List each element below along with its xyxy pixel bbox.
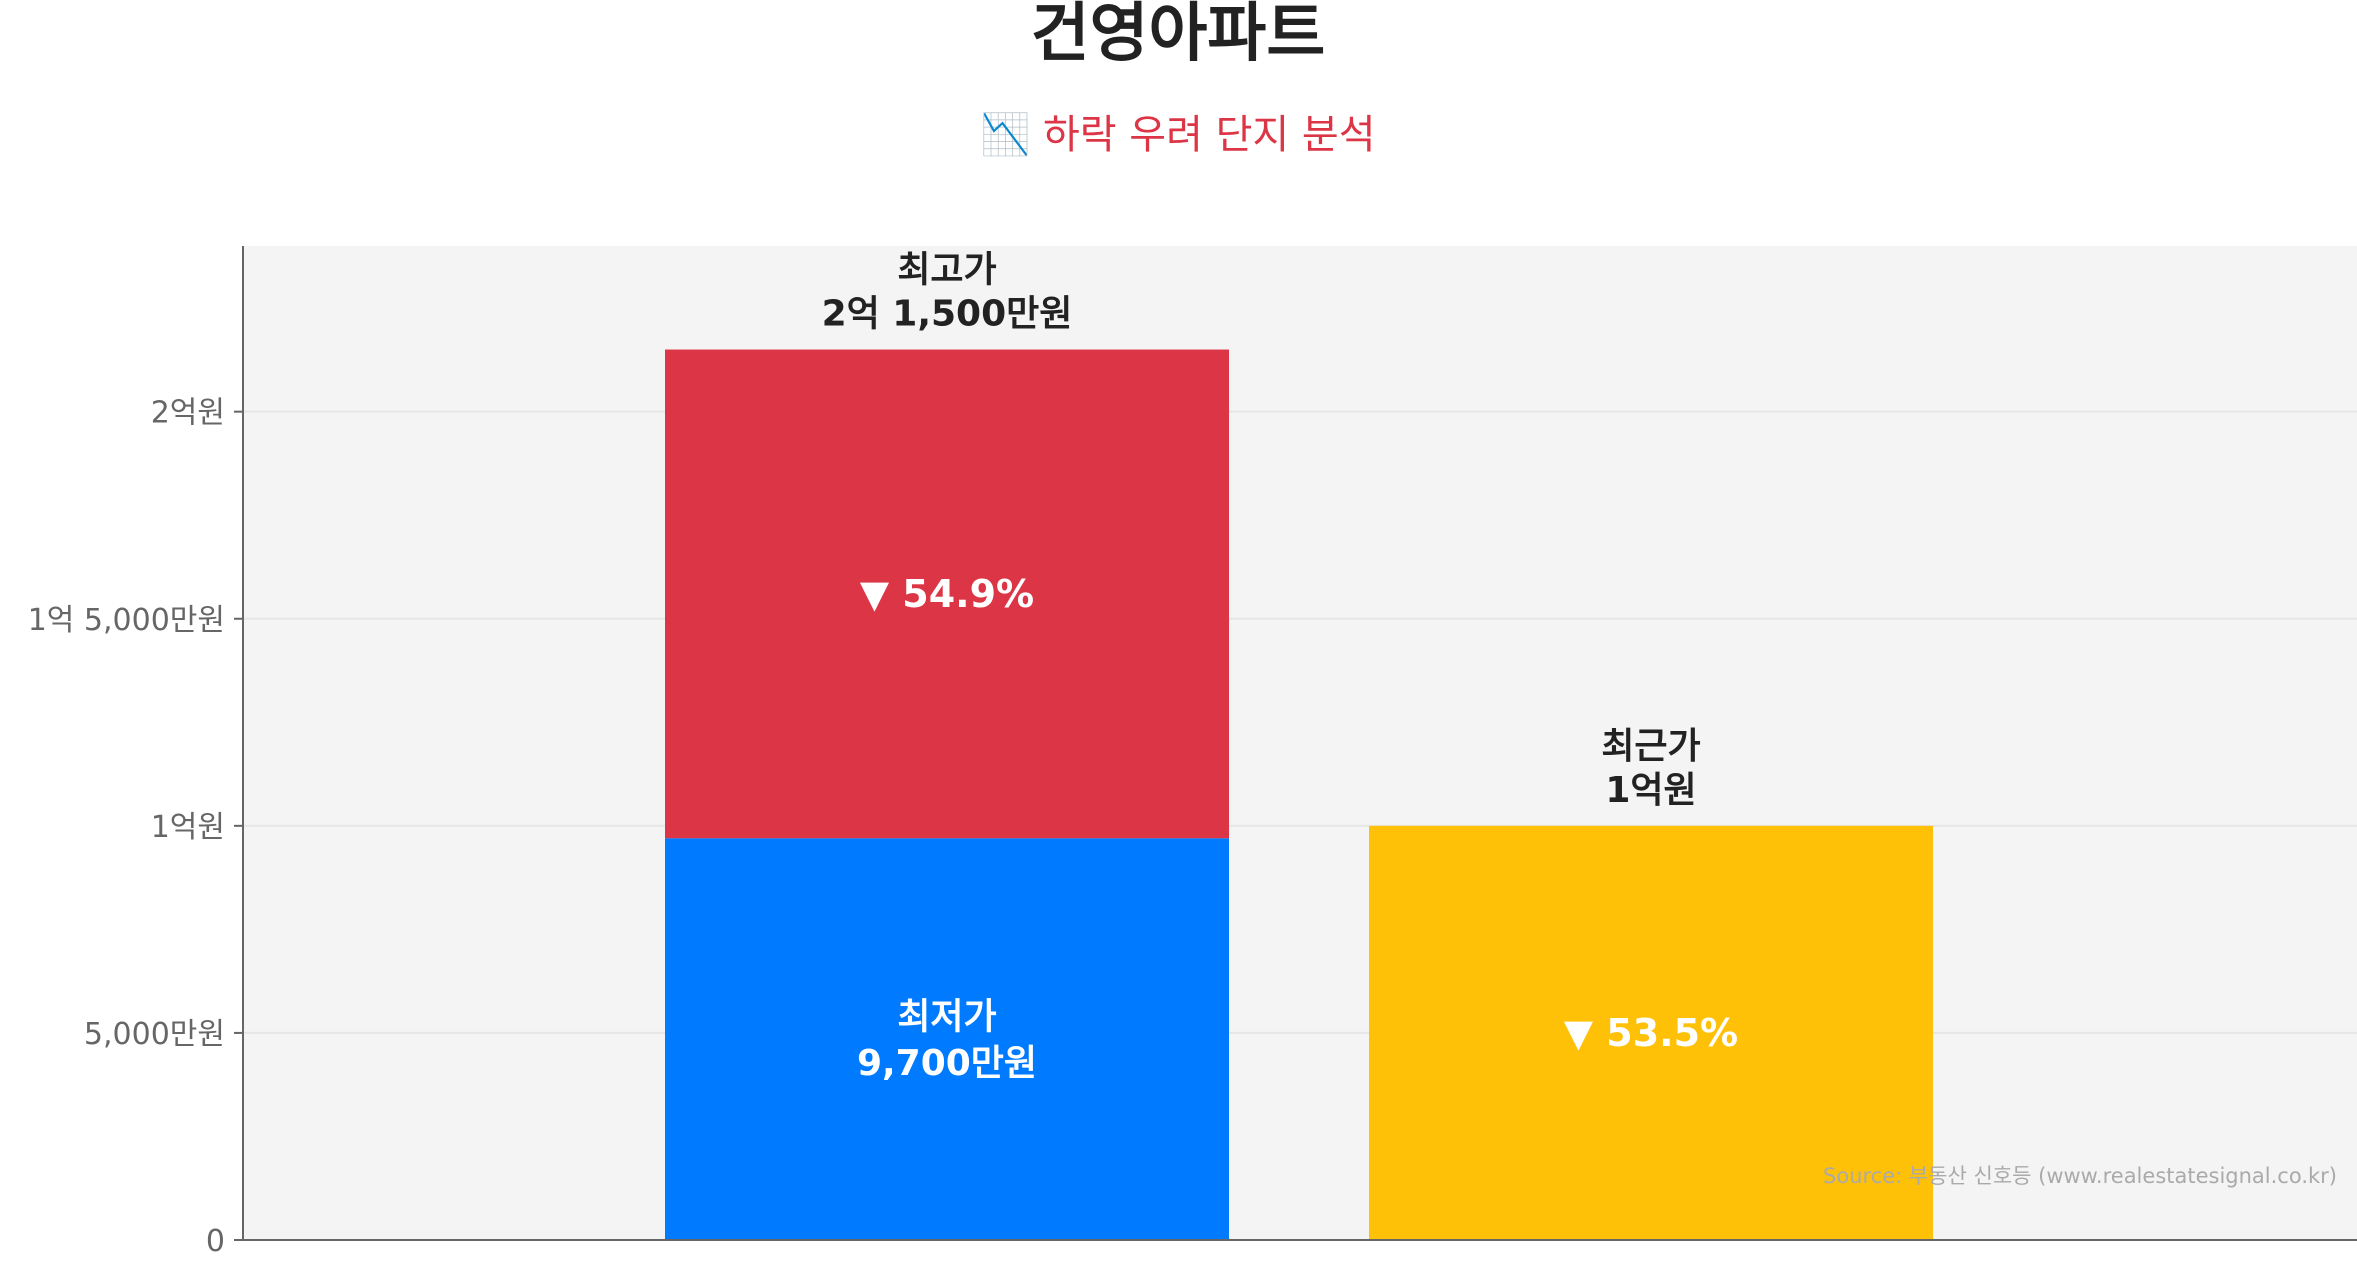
y-tick-label-2: 1억원 bbox=[151, 810, 225, 845]
y-tick-label-0: 0 bbox=[206, 1224, 225, 1259]
chart-subtitle: 📉 하락 우려 단지 분석 bbox=[980, 111, 1375, 158]
bar-segment-lowest bbox=[665, 838, 1229, 1240]
bar-top-label-recent-0: 최근가 bbox=[1601, 726, 1700, 767]
bar-inner-label-recent-value-0: ▼ 53.5% bbox=[1564, 1011, 1738, 1055]
bar-top-label-peak-1: 2억 1,500만원 bbox=[822, 294, 1073, 335]
chart-title: 건영아파트 bbox=[1031, 0, 1325, 71]
bar-inner-label-lowest-1: 9,700만원 bbox=[857, 1043, 1037, 1084]
plot-area bbox=[243, 246, 2357, 1240]
bar-inner-label-lowest-0: 최저가 bbox=[897, 997, 996, 1038]
y-tick-label-1: 5,000만원 bbox=[84, 1017, 225, 1052]
source-note: Source: 부동산 신호등 (www.realestatesignal.co… bbox=[1823, 1164, 2337, 1188]
bar-segment-recent-value bbox=[1369, 825, 1933, 1240]
bar-inner-label-drop-0: ▼ 54.9% bbox=[860, 572, 1034, 616]
grid-layer bbox=[243, 410, 2357, 1034]
y-tick-label-3: 1억 5,000만원 bbox=[28, 603, 225, 638]
bar-top-label-peak-0: 최고가 bbox=[897, 250, 996, 291]
axis-layer: 0 5,000만원 1억원 1억 5,000만원 2억원 bbox=[28, 246, 2357, 1259]
y-tick-label-4: 2억원 bbox=[151, 396, 225, 431]
bar-top-label-recent-1: 1억원 bbox=[1605, 770, 1696, 811]
bar-segment-drop bbox=[665, 349, 1229, 839]
bar-layer bbox=[665, 349, 1933, 1240]
